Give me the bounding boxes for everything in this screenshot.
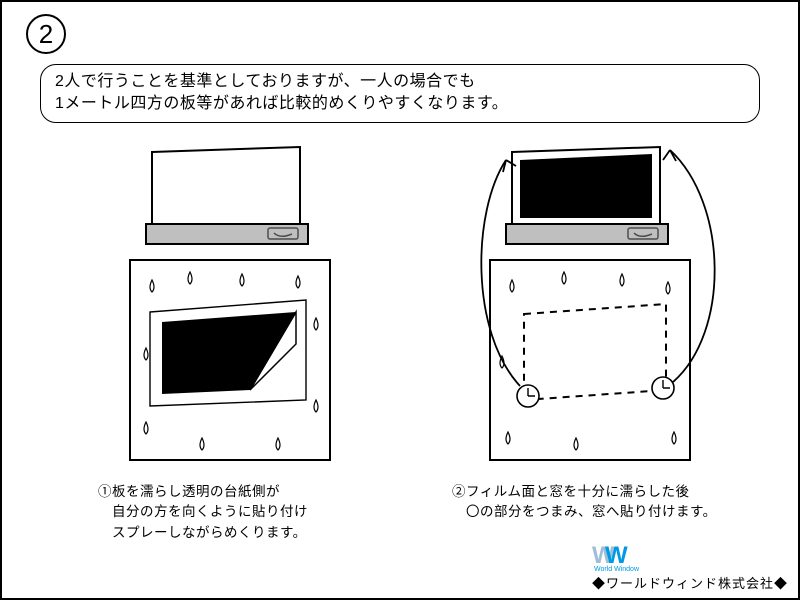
header-line1: 2人で行うことを基準としておりますが、一人の場合でも [55, 71, 745, 93]
caption2-l2: 〇の部分をつまみ、窓へ貼り付けます。 [452, 502, 742, 522]
step-number-text: 2 [39, 19, 53, 50]
instruction-header: 2人で行うことを基準としておりますが、一人の場合でも 1メートル四方の板等があれ… [40, 64, 760, 123]
step-number-badge: 2 [26, 14, 66, 54]
caption2-l1: ②フィルム面と窓を十分に濡らした後 [452, 482, 742, 502]
caption1-l1: ①板を濡らし透明の台紙側が [98, 482, 378, 502]
header-line2: 1メートル四方の板等があれば比較的めくりやすくなります。 [55, 93, 745, 115]
caption-step2: ②フィルム面と窓を十分に濡らした後 〇の部分をつまみ、窓へ貼り付けます。 [452, 482, 742, 523]
panel-step2 [442, 142, 742, 482]
caption1-l3: スプレーしながらめくります。 [98, 523, 378, 543]
footer-brand: W W World Window ◆ワールドウィンド株式会社◆ [592, 543, 788, 592]
board-square [490, 260, 690, 460]
panel-step1 [82, 142, 382, 482]
caption-step1: ①板を濡らし透明の台紙側が 自分の方を向くように貼り付け スプレーしながらめくり… [98, 482, 378, 543]
footer-company-text: ◆ワールドウィンド株式会社◆ [592, 573, 788, 592]
film-dashed-outline [524, 304, 666, 400]
pinch-points [517, 377, 674, 407]
car-window-applied [506, 147, 668, 244]
car-window-assembly [146, 147, 308, 244]
brand-logo-icon: W W World Window [592, 543, 662, 573]
caption1-l2: 自分の方を向くように貼り付け [98, 502, 378, 522]
water-droplets [500, 272, 676, 450]
brand-small-text: World Window [594, 566, 640, 573]
film-with-peel [162, 312, 296, 394]
